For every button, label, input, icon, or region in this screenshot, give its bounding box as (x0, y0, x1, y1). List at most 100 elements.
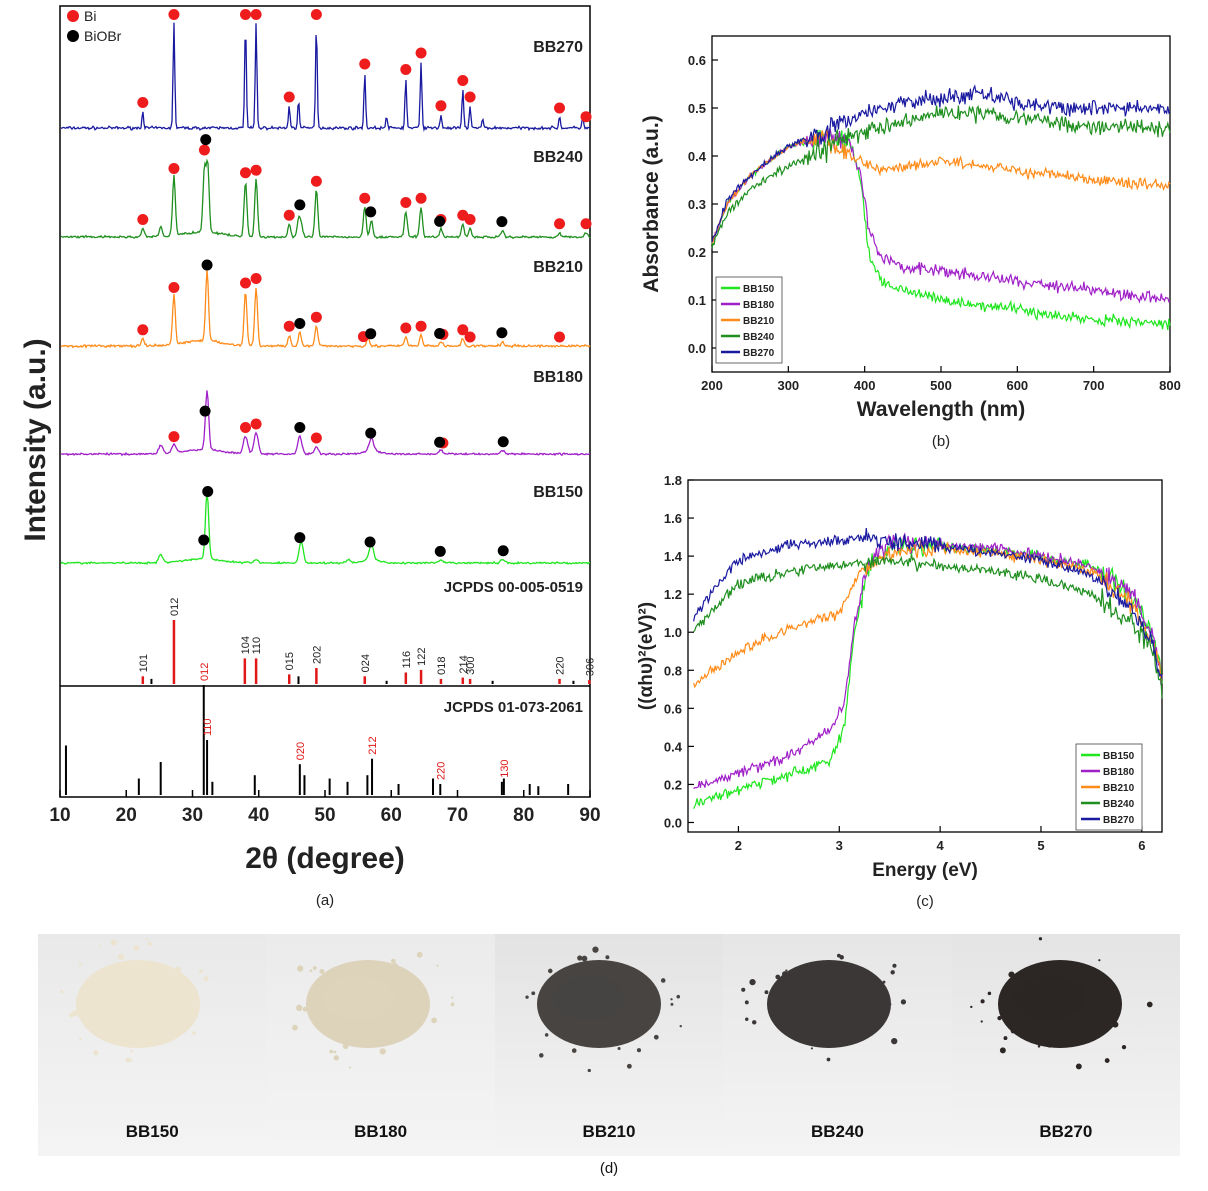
y-tick-label: 0.2 (664, 777, 682, 792)
powder-grain (292, 1024, 299, 1031)
sample-photo-bb270: BB270 (951, 934, 1181, 1156)
powder-grain (60, 990, 64, 994)
bi-marker (310, 432, 322, 444)
y-tick-label: 0.1 (688, 293, 706, 308)
y-tick-label: 0.4 (664, 739, 683, 754)
powder-grain (676, 994, 680, 999)
powder-grain (95, 975, 101, 981)
bi-marker (250, 418, 262, 430)
series-line-bb150 (60, 493, 590, 565)
plot-frame (59, 5, 591, 798)
bi-marker (240, 8, 251, 20)
y-axis-label: Absorbance (a.u.) (640, 115, 663, 292)
powder-grain (636, 1048, 641, 1053)
powder-grain (402, 970, 408, 976)
series-label-bb210: BB210 (533, 259, 583, 276)
series-label-bb240: BB240 (533, 149, 583, 166)
x-tick-label: 6 (1138, 838, 1145, 853)
powder-grain (785, 969, 788, 972)
series-line-bb270 (60, 22, 591, 132)
sample-label: BB270 (1039, 1122, 1093, 1141)
bi-marker (240, 167, 251, 179)
powder-grain (660, 978, 666, 983)
powder-grain (826, 1057, 831, 1062)
bi-marker (359, 192, 371, 204)
powder-grain (610, 961, 615, 967)
powder-grain (333, 1050, 337, 1054)
powder-grain (825, 959, 831, 966)
plot-frame (687, 479, 1163, 833)
powder-grain (592, 946, 599, 953)
reference-title: JCPDS 01-073-2061 (444, 699, 583, 716)
bi-marker (580, 218, 592, 230)
reference-hkl-label: 012 (199, 663, 211, 681)
powder-grain (741, 987, 746, 992)
powder-grain (890, 970, 896, 975)
series-line-bb270 (693, 528, 1163, 679)
biobr-marker (496, 327, 508, 339)
biobr-marker (434, 545, 446, 557)
powder-grain (380, 1048, 387, 1055)
bi-marker (457, 324, 469, 336)
powder-grain (1121, 1044, 1126, 1050)
powder-grain (544, 1033, 549, 1037)
xrd-chart: BB270 BB240 BB210 BB180 BB150 JCPDS 00-005-0… (19, 5, 601, 909)
biobr-marker (294, 199, 306, 211)
powder-grain (626, 1063, 632, 1069)
x-tick-label: 4 (937, 838, 945, 853)
powder-grain (110, 939, 117, 946)
powder-grain (78, 963, 82, 967)
bi-marker (435, 100, 447, 112)
x-tick-label: 2 (735, 838, 742, 853)
bi-marker (415, 192, 427, 204)
series-line-bb240 (711, 105, 1171, 249)
powder-grain (98, 945, 102, 948)
bi-marker (137, 97, 149, 108)
powder-grain (451, 996, 454, 999)
powder-grain (349, 1066, 352, 1069)
legend-label-bb150: BB150 (1103, 751, 1135, 762)
powder-grain (1010, 1028, 1015, 1034)
biobr-marker (294, 422, 306, 433)
bi-marker (310, 9, 322, 20)
x-tick-label: 800 (1159, 378, 1181, 393)
reference-title: JCPDS 00-005-0519 (444, 579, 583, 596)
biobr-marker (364, 536, 376, 548)
powder-grain (605, 955, 610, 960)
powder-highlight (322, 976, 395, 1020)
legend-label-bb210: BB210 (743, 316, 775, 327)
x-tick-label: 30 (182, 805, 203, 826)
powder-grain (417, 951, 424, 958)
legend-label-bb180: BB180 (743, 300, 775, 311)
powder-grain (582, 1040, 587, 1045)
legend-label-bb180: BB180 (1103, 767, 1135, 778)
bi-marker (168, 431, 180, 443)
x-tick-label: 90 (579, 805, 600, 826)
x-tick-label: 3 (836, 838, 843, 853)
series-line-bb180 (711, 128, 1171, 304)
y-tick-label: 0.6 (688, 53, 706, 68)
y-axis-label: Intensity (a.u.) (19, 338, 52, 541)
bi-marker (580, 111, 592, 123)
y-tick-label: 0.2 (688, 245, 706, 260)
biobr-marker (434, 327, 446, 339)
x-tick-label: 70 (447, 805, 468, 826)
reference-hkl-label: 101 (138, 654, 150, 672)
powder-grain (420, 1023, 424, 1026)
powder-grain (451, 1002, 455, 1007)
legend-label-bb270: BB270 (743, 348, 775, 359)
powder-grain (581, 955, 588, 962)
powder-grain (133, 945, 140, 952)
bi-marker (283, 320, 295, 332)
y-tick-label: 0.6 (664, 701, 682, 716)
reference-hkl-label: 306 (584, 658, 596, 676)
reference-hkl-label: 018 (436, 657, 448, 675)
powder-grain (1097, 959, 1101, 962)
biobr-marker (201, 259, 213, 271)
series-label-bb270: BB270 (533, 39, 583, 56)
x-tick-label: 500 (930, 378, 952, 393)
bi-marker (359, 58, 371, 70)
reference-hkl-label: 110 (202, 718, 214, 736)
powder-grain (999, 1047, 1006, 1054)
sample-label: BB180 (354, 1122, 408, 1141)
